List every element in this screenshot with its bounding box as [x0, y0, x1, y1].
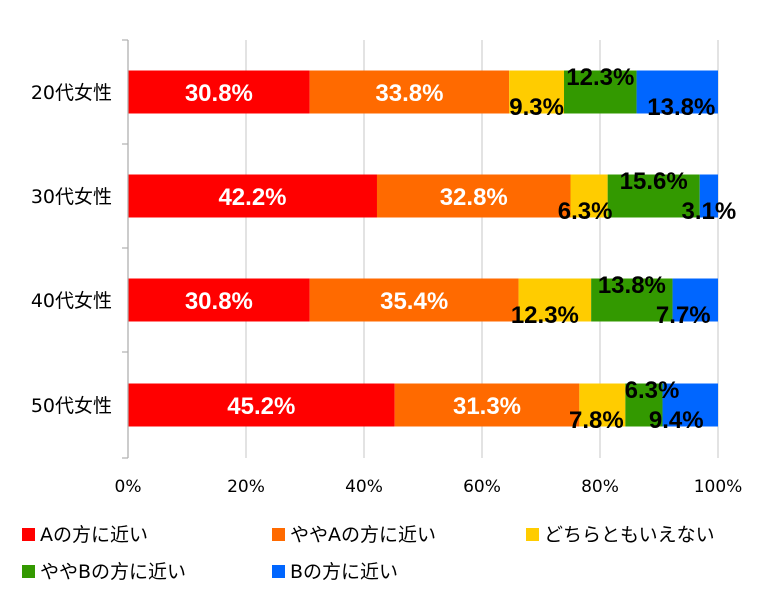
- data-label: 45.2%: [227, 393, 295, 420]
- category-label: 20代女性: [31, 82, 112, 104]
- legend-swatch: [22, 565, 35, 578]
- category-label: 40代女性: [31, 290, 112, 312]
- bar-segment: [579, 383, 626, 427]
- bar-segment: [309, 278, 519, 322]
- legend-label: ややAの方に近い: [290, 524, 436, 546]
- bar-segment: [699, 174, 718, 218]
- x-tick-label: 60%: [463, 477, 501, 497]
- bar-segment: [564, 70, 637, 114]
- bar-segment: [128, 383, 395, 427]
- bar-segment: [128, 70, 310, 114]
- data-label: 35.4%: [380, 288, 448, 315]
- bar-segment: [128, 174, 377, 218]
- bar-segment: [570, 174, 608, 218]
- data-label: 9.3%: [509, 94, 564, 121]
- data-label: 30.8%: [185, 288, 253, 315]
- x-tick-label: 40%: [345, 477, 383, 497]
- legend-swatch: [526, 528, 539, 541]
- bar-segment: [662, 383, 718, 427]
- bar-segment: [394, 383, 580, 427]
- data-label: 13.8%: [647, 94, 715, 121]
- data-labels: 30.8% 33.8%9.3%12.3%13.8%42.2% 32.8%6.3%15…: [185, 64, 736, 434]
- data-label: 9.4%: [649, 407, 704, 434]
- bar-segment: [376, 174, 571, 218]
- data-label: 7.7%: [656, 302, 711, 329]
- data-label: 7.8%: [569, 407, 624, 434]
- data-label: 12.3%: [566, 64, 634, 91]
- category-label: 30代女性: [31, 186, 112, 208]
- legend-label: Aの方に近い: [40, 524, 148, 546]
- data-label: 13.8%: [598, 272, 666, 299]
- data-label: 32.8%: [440, 184, 508, 211]
- data-label: 31.3%: [453, 393, 521, 420]
- bars: [128, 70, 718, 427]
- bar-segment: [636, 70, 718, 114]
- legend-swatch: [272, 528, 285, 541]
- x-tick-label: 0%: [115, 477, 142, 497]
- data-label: 33.8%: [375, 80, 443, 107]
- x-tick-label: 100%: [694, 477, 743, 497]
- data-label: 30.8%: [185, 80, 253, 107]
- legend-swatch: [272, 565, 285, 578]
- bar-segment: [672, 278, 718, 322]
- bar-segment: [128, 278, 310, 322]
- bar-segment: [607, 174, 700, 218]
- bar-segment: [518, 278, 592, 322]
- data-label: 42.2%: [218, 184, 286, 211]
- category-label: 50代女性: [31, 395, 112, 417]
- data-label: 15.6%: [620, 168, 688, 195]
- data-label: 6.3%: [558, 198, 613, 225]
- bar-segment: [309, 70, 510, 114]
- data-label: 3.1%: [682, 198, 737, 225]
- x-tick-label: 20%: [227, 477, 265, 497]
- legend-label: ややBの方に近い: [40, 561, 186, 583]
- legend-label: Bの方に近い: [290, 561, 398, 583]
- x-tick-label: 80%: [581, 477, 619, 497]
- bar-segment: [509, 70, 565, 114]
- legend-swatch: [22, 528, 35, 541]
- data-label: 12.3%: [511, 302, 579, 329]
- bar-segment: [625, 383, 663, 427]
- bar-segment: [591, 278, 673, 322]
- legend-label: どちらともいえない: [544, 524, 715, 546]
- axes: 0% 20% 40% 60% 80% 100% 20代女性 30代女性 40代女性 50代女性: [31, 39, 743, 497]
- data-label: 6.3%: [625, 377, 680, 404]
